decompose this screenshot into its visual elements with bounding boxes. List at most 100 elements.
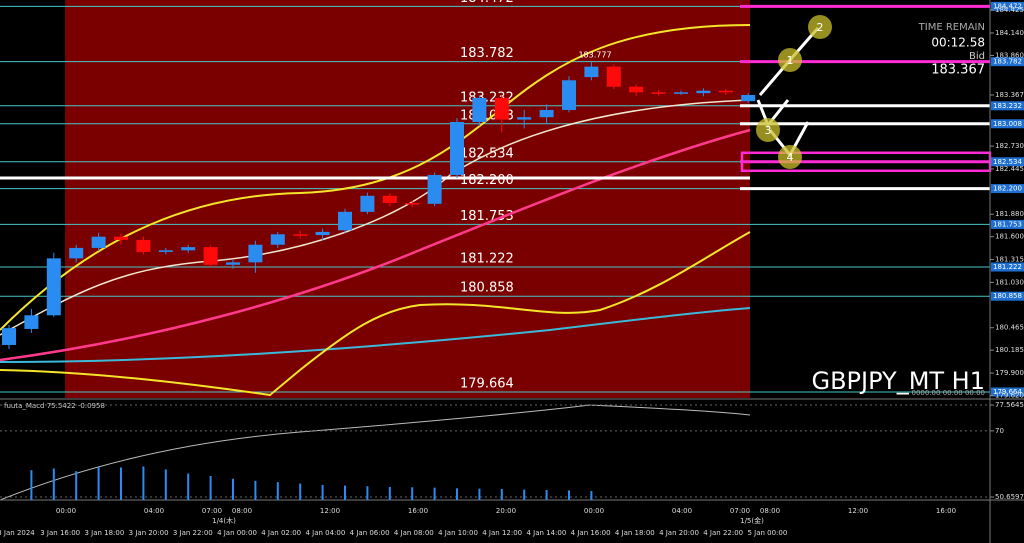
histogram-bar (366, 486, 369, 500)
histogram-bar (321, 484, 324, 500)
x-tick-label: 3 Jan 16:00 (40, 529, 80, 537)
candle-body (427, 174, 442, 204)
candle-body (270, 234, 285, 245)
bid: 183.367 (931, 63, 985, 78)
y-tick-label: 182.445 (995, 165, 1024, 173)
x-tick-label: 3 Jan 18:00 (84, 529, 124, 537)
level-tag-label: 179.664 (993, 388, 1022, 396)
candle-body (158, 250, 173, 252)
timer: 00:12.58 (931, 36, 985, 50)
annotation-label: 1 (787, 54, 794, 67)
indicator-tick-label: 50.6597 (995, 493, 1024, 501)
histogram-bar (590, 491, 593, 500)
date-label: 1/5(金) (740, 516, 764, 525)
candle-body (226, 262, 240, 265)
x-tick-label-local: 00:00 (584, 507, 604, 515)
candle-body (472, 97, 487, 122)
moving-average-short (0, 99, 751, 336)
level-tag-label: 182.200 (993, 185, 1022, 193)
histogram-bar (523, 489, 526, 500)
y-tick-label: 181.880 (995, 210, 1024, 218)
y-tick-label: 183.860 (995, 51, 1024, 59)
histogram-bar (209, 476, 212, 500)
y-tick-label: 180.465 (995, 324, 1024, 332)
candle-body (203, 247, 218, 265)
candle-body (293, 234, 308, 236)
timer-label: TIME REMAIN (918, 22, 985, 33)
candle-body (562, 80, 576, 110)
histogram-bar (344, 485, 346, 500)
candle-body (181, 247, 196, 251)
candle-body (741, 94, 756, 102)
candle-body (114, 236, 128, 240)
annotation-label: 3 (765, 124, 772, 137)
x-tick-label-local: 20:00 (496, 507, 516, 515)
histogram-bar (30, 470, 33, 500)
level-label: 181.753 (460, 209, 514, 224)
level-tag-label: 183.008 (993, 120, 1022, 128)
bid-label: Bid (969, 51, 985, 62)
peak-label: 183.777 (578, 51, 611, 60)
x-tick-label: 4 Jan 02:00 (261, 529, 301, 537)
level-tag (991, 184, 1024, 194)
histogram-bar (276, 482, 279, 500)
annotations: 2 1 3 4 (756, 15, 832, 169)
histogram-bar (388, 486, 391, 500)
level-tag (991, 219, 1024, 229)
histogram-bar (411, 487, 414, 500)
candle-body (494, 97, 509, 120)
level-tag (991, 387, 1024, 397)
level-label: 182.200 (460, 173, 514, 188)
histogram-bar (232, 478, 234, 500)
candle-body (248, 244, 263, 263)
annotation-marker (756, 118, 780, 142)
x-tick-label-local: 00:00 (56, 507, 76, 515)
x-tick-label-local: 12:00 (848, 507, 868, 515)
histogram-bar (478, 488, 481, 500)
histogram-bar (187, 473, 190, 500)
x-tick-label-local: 16:00 (936, 507, 956, 515)
candle-body (606, 66, 621, 87)
candle-body (360, 195, 375, 212)
histogram-bar (500, 488, 503, 500)
x-tick-label-local: 07:00 (202, 507, 222, 515)
x-tick-label: 4 Jan 18:00 (615, 529, 655, 537)
x-tick-label: 4 Jan 10:00 (438, 529, 478, 537)
level-label: 183.782 (460, 46, 514, 61)
x-tick-label-local: 08:00 (760, 507, 780, 515)
level-tag (991, 119, 1024, 129)
moving-average-long (0, 307, 751, 363)
annotation-marker (778, 145, 802, 169)
level-tag-label: 182.534 (993, 158, 1022, 166)
symbol-label: GBPJPY_MT H1 (811, 367, 985, 395)
x-tick-label: 5 Jan 00:00 (747, 529, 787, 537)
histogram-bar (254, 480, 257, 500)
histogram-bar (456, 488, 458, 500)
level-label: 184.472 (460, 0, 514, 6)
candle-body (382, 195, 397, 204)
date-label: 1/4(木) (212, 516, 236, 525)
indicator-name: fuuta_Macd 75.5422 -0.0958 (4, 402, 105, 410)
session-shade (65, 0, 750, 398)
y-tick-label: 181.600 (995, 233, 1024, 241)
candle-body (2, 328, 16, 345)
x-tick-label-local: 07:00 (730, 507, 750, 515)
y-tick-label: 180.185 (995, 346, 1024, 354)
candles (2, 62, 756, 349)
y-tick-label: 181.030 (995, 278, 1024, 286)
candle-body (338, 211, 352, 231)
histogram-bar (75, 471, 78, 500)
candle-body (629, 86, 644, 93)
histogram-bar (164, 469, 167, 500)
annotation-label: 2 (817, 21, 824, 34)
level-tag (991, 291, 1024, 301)
candle-body (450, 121, 464, 175)
y-tick-label: 179.900 (995, 369, 1024, 377)
x-tick-label-local: 04:00 (672, 507, 692, 515)
x-tick-label: 4 Jan 00:00 (217, 529, 257, 537)
x-tick-label-local: 12:00 (320, 507, 340, 515)
candle-body (539, 109, 554, 118)
